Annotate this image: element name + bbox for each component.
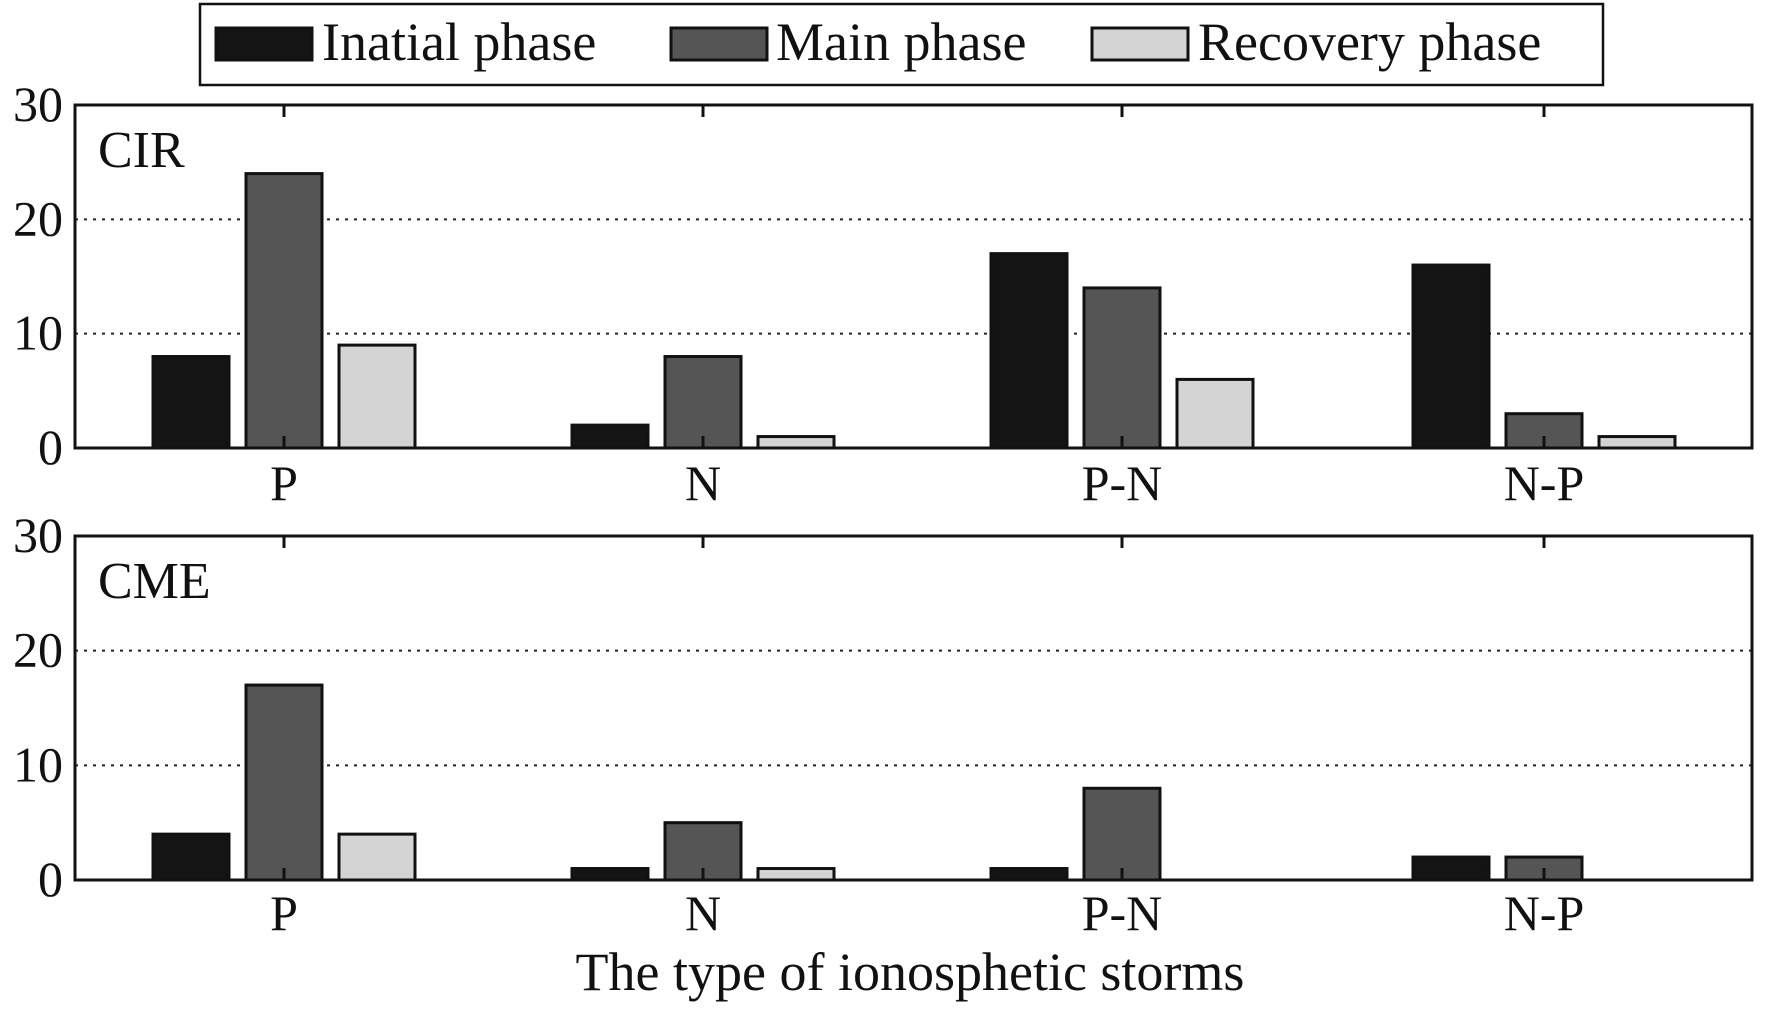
bar-cir-n-p-1 <box>1411 263 1491 450</box>
y-tick-label: 30 <box>13 76 63 132</box>
bar-cir-p-2 <box>244 172 324 450</box>
y-tick-label: 0 <box>38 851 63 907</box>
panel-cir: 0 10 20 30 P N P-N N-P CIR <box>13 76 1754 511</box>
chart-panels: 0 10 20 30 P N P-N N-P CIR 0 10 20 30 P N P-N N-P CME <box>13 76 1754 941</box>
legend-label-2: Main phase <box>776 12 1026 72</box>
x-tick-label: N-P <box>1504 455 1585 511</box>
legend-swatch-3 <box>1090 26 1190 62</box>
bar-cir-n-p-3 <box>1597 435 1677 450</box>
y-tick-label: 20 <box>13 622 63 678</box>
y-tick-label: 10 <box>13 305 63 361</box>
x-tick-label: N <box>685 885 721 941</box>
x-tick-label: P-N <box>1082 455 1163 511</box>
y-tick-label: 20 <box>13 190 63 246</box>
legend-swatch-2 <box>669 26 769 62</box>
bar-cme-p-1 <box>151 832 231 882</box>
bar-cir-n-1 <box>570 423 650 450</box>
plot-frame <box>73 534 1754 882</box>
y-tick-label: 0 <box>38 419 63 475</box>
bar-cme-p-2 <box>244 683 324 882</box>
panel-cme: 0 10 20 30 P N P-N N-P CME <box>13 507 1754 941</box>
legend-swatch-1 <box>214 26 314 62</box>
x-tick-label: N-P <box>1504 885 1585 941</box>
x-tick-label: P <box>270 885 298 941</box>
plot-frame <box>73 103 1754 450</box>
legend-box <box>198 2 1605 87</box>
legend: Inatial phase Main phase Recovery phase <box>198 2 1605 87</box>
panel-label: CIR <box>98 122 185 179</box>
x-tick-label: N <box>685 455 721 511</box>
bar-cir-n-3 <box>756 435 836 450</box>
bar-cir-p-1 <box>151 355 231 450</box>
x-axis-label: The type of ionosphetic storms <box>576 942 1245 1002</box>
bar-cir-p-n-2 <box>1082 286 1162 450</box>
legend-label-1: Inatial phase <box>322 12 596 72</box>
x-tick-label: P-N <box>1082 885 1163 941</box>
x-tick-label: P <box>270 455 298 511</box>
y-tick-label: 10 <box>13 736 63 792</box>
legend-label-3: Recovery phase <box>1198 12 1541 72</box>
bar-cir-p-n-1 <box>989 252 1069 450</box>
bar-cme-n-3 <box>756 867 836 882</box>
bar-cir-n-2 <box>663 355 743 450</box>
bar-cme-n-1 <box>570 867 650 882</box>
bar-cir-p-n-3 <box>1175 377 1255 450</box>
bar-cme-p-n-1 <box>989 867 1069 882</box>
bar-cme-n-p-1 <box>1411 855 1491 882</box>
bar-cme-p-n-2 <box>1082 786 1162 882</box>
y-tick-label: 30 <box>13 507 63 563</box>
bar-cir-p-3 <box>337 343 417 450</box>
bar-cme-p-3 <box>337 832 417 882</box>
panel-label: CME <box>98 553 211 610</box>
